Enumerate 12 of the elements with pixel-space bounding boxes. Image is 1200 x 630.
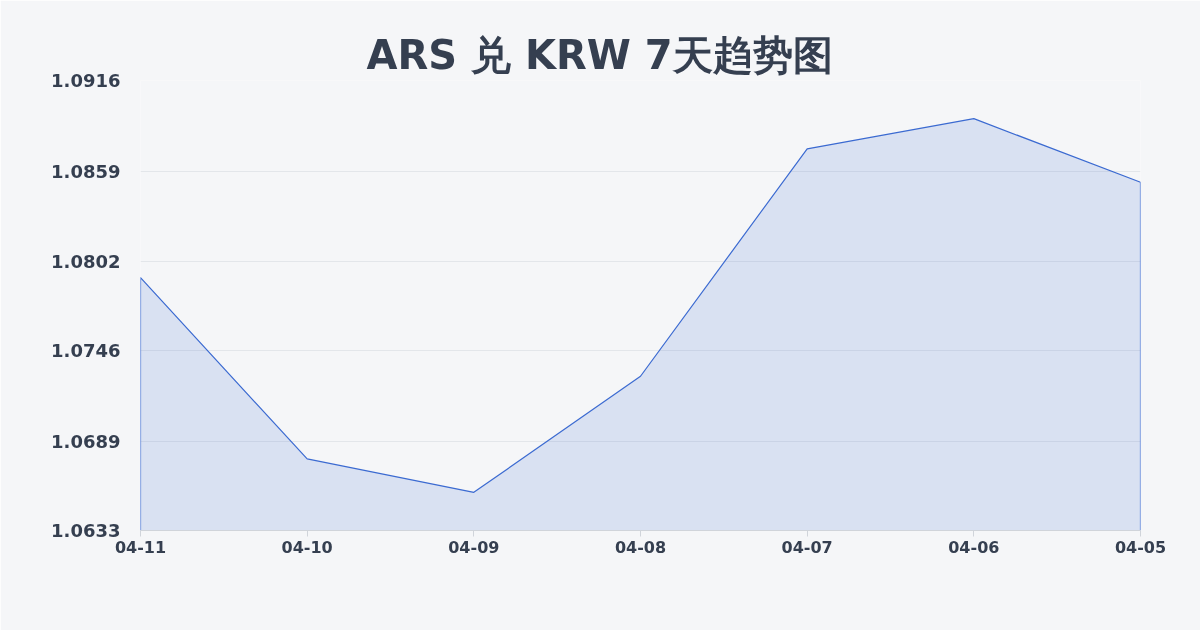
x-tick-label: 04-07	[781, 537, 833, 557]
y-tick-label: 1.0689	[51, 430, 121, 452]
x-tick-label: 04-06	[948, 537, 1000, 557]
x-tick-label: 04-08	[614, 537, 667, 557]
x-tick-label: 04-10	[281, 537, 333, 557]
x-tick-label: 04-09	[448, 537, 500, 557]
y-tick-label: 1.0859	[51, 160, 121, 182]
y-tick-label: 1.0916	[51, 70, 121, 91]
chart-title: ARS 兑 KRW 7天趋势图	[366, 31, 833, 78]
y-tick-label: 1.0802	[51, 251, 121, 273]
x-tick-label: 04-05	[1114, 537, 1167, 557]
y-tick-label: 1.0746	[51, 340, 121, 362]
